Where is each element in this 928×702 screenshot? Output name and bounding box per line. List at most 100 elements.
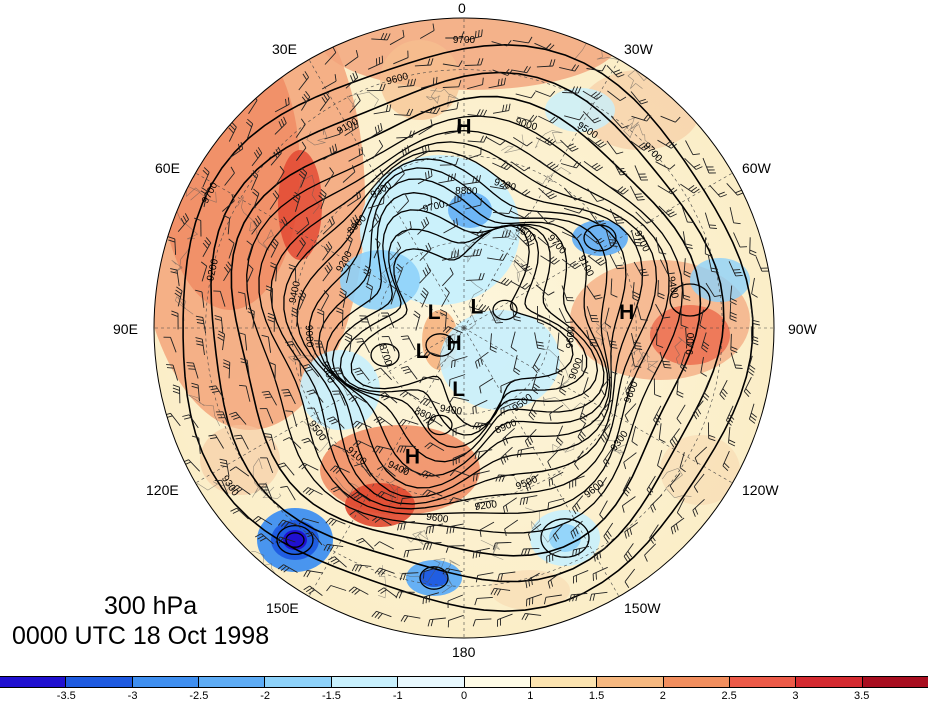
wind-barb-shaft bbox=[287, 389, 296, 405]
wind-barb-feather bbox=[292, 358, 300, 361]
wind-barb-feather bbox=[632, 297, 640, 302]
wind-barb-feather bbox=[208, 434, 216, 437]
wind-barb-shaft bbox=[307, 570, 324, 574]
wind-barb-feather bbox=[419, 470, 426, 476]
anomaly-colorbar bbox=[0, 676, 928, 688]
wind-barb-feather bbox=[298, 518, 304, 525]
wind-barb-feather bbox=[305, 587, 313, 593]
wind-barb-feather bbox=[272, 192, 278, 200]
wind-barb-shaft bbox=[389, 36, 405, 46]
wind-barb-feather bbox=[475, 405, 477, 413]
wind-barb-shaft bbox=[421, 292, 429, 308]
wind-barb-feather bbox=[734, 272, 742, 274]
wind-barb-feather bbox=[317, 308, 324, 313]
wind-barb-feather bbox=[735, 274, 743, 277]
wind-barb-feather bbox=[307, 534, 315, 538]
wind-barb-feather bbox=[374, 541, 380, 547]
wind-barb-shaft bbox=[359, 367, 370, 381]
wind-barb-feather bbox=[326, 416, 334, 420]
wind-barb-feather bbox=[345, 335, 352, 340]
wind-barb-shaft bbox=[487, 257, 503, 261]
wind-barb-feather bbox=[722, 465, 729, 472]
wind-barb-shaft bbox=[523, 547, 540, 550]
wind-barb-feather bbox=[450, 251, 453, 259]
wind-barb-shaft bbox=[587, 188, 598, 202]
wind-barb-shaft bbox=[669, 428, 680, 442]
wind-barb-feather bbox=[502, 438, 506, 446]
wind-barb-shaft bbox=[540, 255, 555, 265]
wind-barb-shaft bbox=[353, 586, 369, 595]
wind-barb-shaft bbox=[564, 187, 576, 201]
wind-barb-feather bbox=[195, 289, 203, 293]
wind-barb-feather bbox=[351, 165, 356, 172]
wind-barb-shaft bbox=[682, 231, 687, 248]
wind-barb-shaft bbox=[402, 496, 419, 499]
wind-barb-feather bbox=[574, 197, 582, 201]
height-contour bbox=[318, 178, 609, 477]
wind-barb-feather bbox=[609, 343, 617, 346]
colorbar-tick-labels: -3.5 -3 -2.5 -2 -1.5 -1 0 1 1.5 2 2.5 3 3.5 bbox=[0, 690, 928, 702]
wind-barb-feather bbox=[323, 544, 328, 551]
wind-barb-feather bbox=[502, 455, 507, 463]
wind-barb-feather bbox=[626, 529, 630, 537]
anomaly-area bbox=[340, 250, 420, 310]
wind-barb-feather bbox=[413, 78, 417, 86]
wind-barb-feather bbox=[524, 440, 529, 448]
wind-barb-feather bbox=[334, 143, 338, 151]
wind-barb-shaft bbox=[612, 160, 621, 176]
wind-barb-feather bbox=[699, 324, 706, 330]
wind-barb-shaft bbox=[692, 498, 705, 511]
wind-barb-shaft bbox=[592, 566, 608, 575]
wind-barb-shaft bbox=[236, 484, 251, 495]
wind-barb-feather bbox=[604, 458, 610, 465]
height-contour bbox=[182, 43, 754, 613]
wind-barb-feather bbox=[590, 91, 597, 97]
wind-barb-shaft bbox=[561, 231, 577, 240]
wind-barb-shaft bbox=[266, 457, 274, 474]
wind-barb-feather bbox=[222, 365, 230, 370]
wind-barb-feather bbox=[708, 437, 716, 442]
wind-barb-feather bbox=[693, 486, 699, 493]
wind-barb-feather bbox=[403, 615, 409, 623]
wind-barb-feather bbox=[527, 482, 532, 490]
colorbar-box bbox=[597, 677, 664, 687]
wind-barb-shaft bbox=[453, 396, 469, 402]
wind-barb-feather bbox=[602, 433, 607, 441]
wind-barb-feather bbox=[500, 457, 504, 465]
wind-barb-shaft bbox=[559, 375, 565, 392]
wind-barb-feather bbox=[365, 286, 373, 291]
wind-barb-feather bbox=[524, 191, 531, 196]
wind-barb-shaft bbox=[521, 495, 538, 499]
wind-barb-feather bbox=[356, 94, 361, 101]
wind-barb-feather bbox=[301, 167, 308, 174]
wind-barb-feather bbox=[267, 319, 275, 323]
wind-barb-shaft bbox=[373, 243, 381, 259]
wind-barb-shaft bbox=[748, 403, 755, 420]
wind-barb-shaft bbox=[528, 400, 537, 416]
wind-barb-feather bbox=[398, 419, 404, 426]
wind-barb-shaft bbox=[367, 203, 384, 209]
wind-barb-shaft bbox=[701, 332, 707, 348]
wind-barb-feather bbox=[618, 170, 626, 173]
wind-barb-feather bbox=[238, 332, 246, 335]
wind-barb-shaft bbox=[402, 418, 419, 425]
wind-barb-feather bbox=[264, 433, 272, 435]
wind-barb-shaft bbox=[524, 428, 537, 442]
wind-barb-feather bbox=[328, 556, 335, 561]
wind-barb-shaft bbox=[452, 451, 468, 459]
wind-barb-shaft bbox=[511, 69, 528, 74]
wind-barb-shaft bbox=[549, 404, 564, 415]
wind-barb-feather bbox=[171, 313, 179, 318]
lon-label-120e: 120E bbox=[146, 482, 179, 498]
wind-barb-shaft bbox=[750, 307, 754, 324]
wind-barb-feather bbox=[228, 238, 235, 244]
wind-barb-feather bbox=[597, 259, 605, 264]
wind-barb-feather bbox=[594, 119, 602, 124]
wind-barb-feather bbox=[635, 245, 643, 247]
wind-barb-feather bbox=[220, 465, 228, 468]
wind-barb-shaft bbox=[439, 164, 456, 166]
wind-barb-feather bbox=[285, 98, 287, 106]
wind-barb-shaft bbox=[382, 465, 396, 477]
wind-barb-shaft bbox=[509, 210, 525, 219]
wind-barb-feather bbox=[609, 242, 617, 244]
